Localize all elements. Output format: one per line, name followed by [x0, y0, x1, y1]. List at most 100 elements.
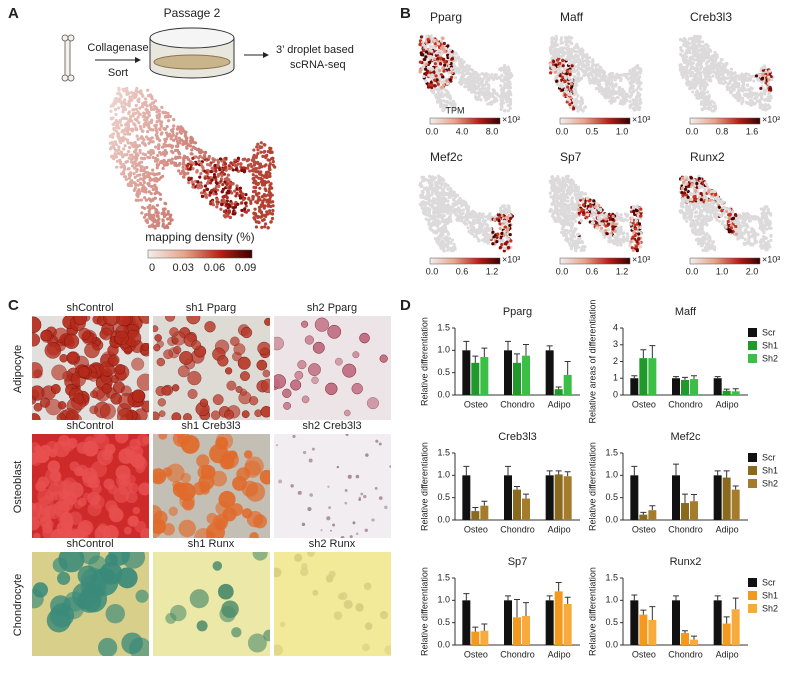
panel-label: A — [8, 5, 19, 22]
colorbar-tick-label: 1.2 — [486, 266, 499, 276]
error-bar — [723, 470, 730, 478]
y-tick-label: 2 — [613, 356, 618, 366]
x-tick-label: Osteo — [464, 399, 488, 409]
x-tick-label: Chondro — [500, 399, 535, 409]
legend-swatch — [748, 328, 757, 337]
colorbar — [689, 257, 761, 265]
legend-label: Sh1 — [762, 590, 778, 600]
bar — [504, 350, 512, 395]
micrograph — [32, 434, 149, 538]
colorbar-tick-label: 0.0 — [686, 126, 699, 136]
error-bar — [523, 344, 529, 356]
bar — [648, 619, 657, 645]
bar — [672, 378, 680, 395]
bar — [522, 498, 530, 520]
legend-label: Sh2 — [762, 353, 778, 363]
error-bar — [505, 595, 511, 601]
bar — [462, 350, 471, 395]
colorbar-title: mapping density (%) — [145, 230, 254, 244]
micrograph — [153, 316, 270, 420]
bar — [713, 600, 722, 645]
x-tick-label: Adipo — [548, 399, 571, 409]
y-axis-label: Relative differentiation — [419, 317, 429, 406]
error-bar — [523, 493, 529, 499]
colorbar-exponent: ×10² — [762, 114, 780, 124]
legend-swatch — [748, 604, 757, 613]
bar — [563, 476, 572, 520]
x-tick-label: Chondro — [500, 524, 535, 534]
error-bar — [514, 353, 520, 363]
image-label: sh1 Pparg — [186, 302, 236, 314]
y-tick-label: 1 — [613, 373, 618, 383]
error-bar — [673, 595, 679, 601]
error-bar — [481, 500, 488, 506]
colorbar-tick-label: 0.0 — [556, 266, 569, 276]
y-axis-label: Relative areas of differentiation — [587, 300, 597, 424]
bar — [471, 631, 480, 645]
bar — [648, 358, 657, 395]
colorbar — [559, 117, 631, 125]
error-bar — [523, 602, 529, 616]
colorbar-tick-label: 0 — [149, 262, 155, 274]
error-bar — [682, 630, 688, 633]
y-tick-label: 1.0 — [437, 595, 450, 605]
error-bar — [732, 485, 739, 490]
chart-title: Sp7 — [508, 556, 528, 568]
bar — [639, 614, 648, 645]
y-tick-label: 1.5 — [437, 447, 450, 457]
chart-title: Maff — [675, 306, 697, 318]
colorbar-tick-label: 8.0 — [486, 126, 499, 136]
x-tick-label: Chondro — [500, 649, 535, 659]
colorbar-tick-label: 0.0 — [556, 126, 569, 136]
bar — [554, 474, 563, 520]
colorbar — [429, 117, 501, 125]
bar — [513, 362, 521, 395]
gene-title: Runx2 — [690, 150, 725, 164]
legend-swatch — [748, 578, 757, 587]
colorbar-exponent: ×10³ — [762, 254, 780, 264]
error-bar — [682, 376, 688, 380]
row-label: Chondrocyte — [12, 574, 24, 636]
row-label: Adipocyte — [12, 345, 24, 393]
micrograph — [274, 552, 391, 656]
bar — [681, 379, 689, 395]
y-tick-label: 0 — [613, 389, 618, 399]
image-label: sh1 Creb3l3 — [181, 420, 240, 432]
y-tick-label: 1.0 — [605, 470, 618, 480]
y-axis-label: Relative differentiation — [587, 567, 597, 656]
bar — [648, 510, 657, 520]
y-tick-label: 0.0 — [605, 514, 618, 524]
legend-swatch — [748, 466, 757, 475]
colorbar — [429, 257, 501, 265]
bar — [722, 477, 731, 520]
y-tick-label: 1.0 — [437, 345, 450, 355]
legend-swatch — [748, 341, 757, 350]
x-tick-label: Adipo — [548, 649, 571, 659]
bar — [681, 632, 689, 645]
bar — [731, 489, 740, 520]
error-bar — [732, 597, 739, 610]
dish-icon — [149, 27, 235, 79]
x-tick-label: Osteo — [632, 649, 656, 659]
error-bar — [723, 616, 730, 624]
error-bar — [514, 486, 520, 490]
micrograph — [32, 316, 149, 420]
y-tick-label: 1.5 — [605, 447, 618, 457]
legend-label: Sh1 — [762, 465, 778, 475]
y-axis-label: Relative differentiation — [587, 442, 597, 531]
colorbar-exponent: ×10³ — [632, 114, 650, 124]
bar — [471, 362, 480, 395]
image-label: shControl — [66, 420, 113, 432]
colorbar — [689, 117, 761, 125]
x-tick-label: Osteo — [632, 524, 656, 534]
panel-label: B — [400, 5, 411, 22]
error-bar — [691, 635, 697, 640]
legend-swatch — [748, 453, 757, 462]
bar — [480, 505, 489, 520]
error-bar — [546, 595, 553, 601]
image-label: sh2 Pparg — [307, 302, 357, 314]
bar — [504, 475, 512, 520]
bar — [504, 600, 512, 645]
bar — [639, 514, 648, 520]
